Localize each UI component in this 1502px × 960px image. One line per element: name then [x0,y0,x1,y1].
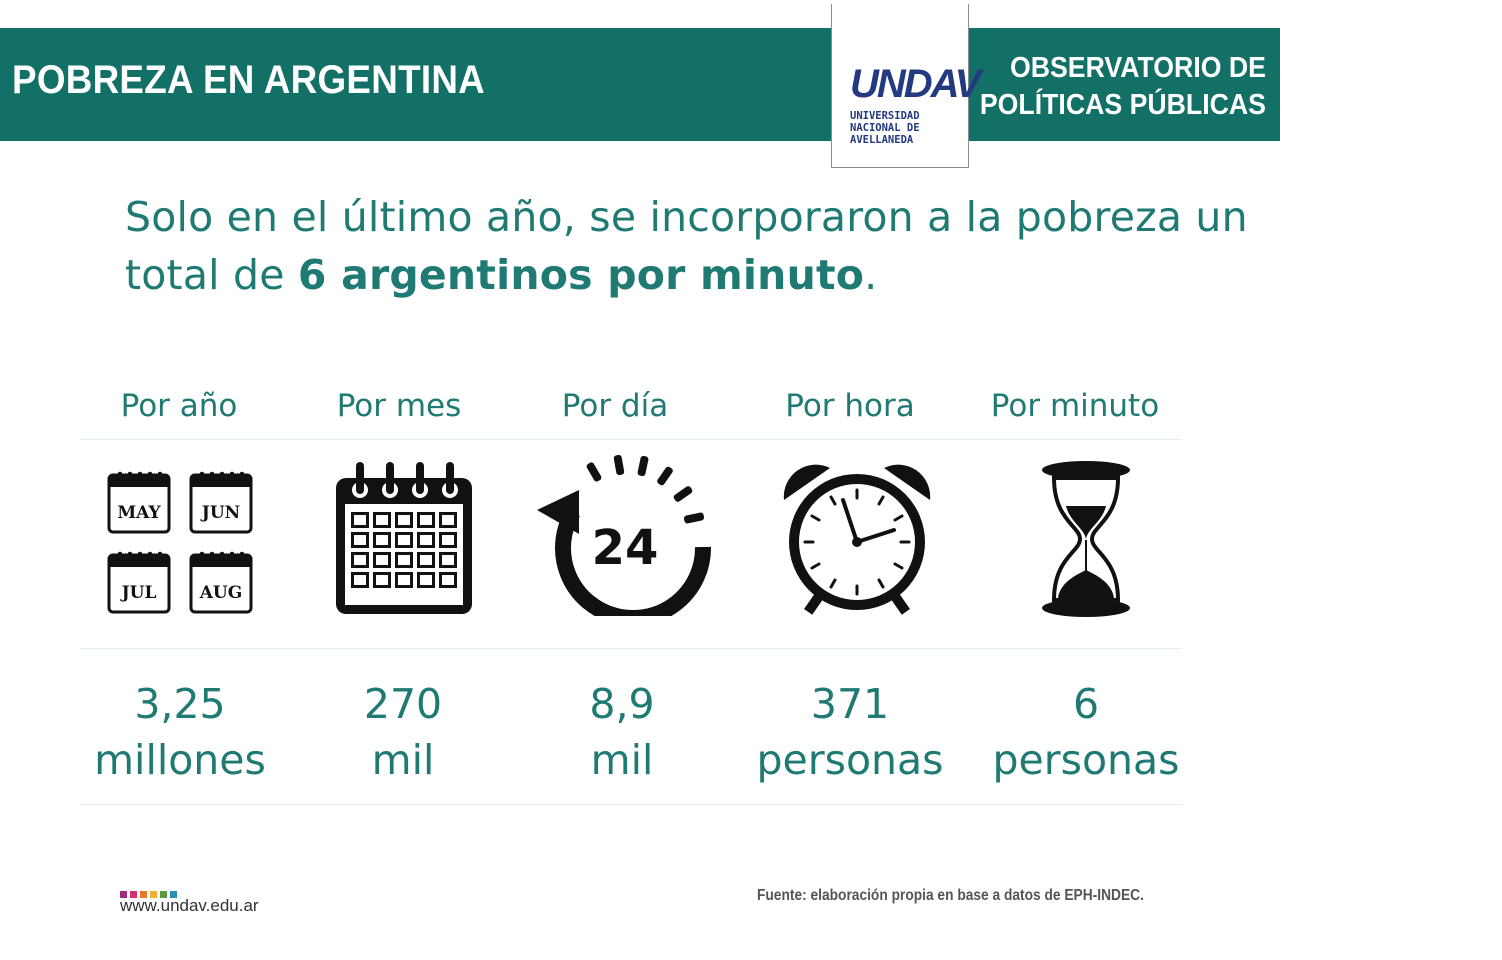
divider-bottom [80,804,1182,805]
value-number: 371 [810,680,890,728]
value-number: 3,25 [134,680,226,728]
value-number: 270 [363,680,443,728]
divider-top [80,439,1182,440]
observatory-line-2: POLÍTICAS PÚBLICAS [979,89,1266,121]
logo-line-2: NACIONAL DE [850,122,920,134]
value-unit: millones [94,736,266,784]
calendar-icon [336,462,472,614]
headline-text: Solo en el último año, se incorporaron a… [125,193,1248,299]
alarm-clock-icon [783,464,931,615]
calendar-may: MAY [107,471,171,534]
headline-emphasis: 6 argentinos por minuto [297,251,865,299]
month-jun: JUN [200,503,240,523]
value-unit: personas [992,736,1180,784]
value-por-ano: 3,25 millones [60,676,300,788]
headline-period: . [864,251,878,299]
calendar-aug: AUG [189,551,253,614]
logo-line-3: AVELLANEDA [850,134,914,146]
website-link[interactable]: www.undav.edu.ar [120,896,259,915]
color-dot [150,891,157,898]
logo-subtitle: UNIVERSIDAD NACIONAL DE AVELLANEDA [850,110,960,146]
headline: Solo en el último año, se incorporaron a… [125,188,1265,304]
value-unit: mil [371,736,435,784]
logo-line-1: UNIVERSIDAD [850,110,920,122]
hours-label: 24 [592,520,659,576]
24-hours-icon: 24 [537,454,712,616]
value-number: 8,9 [589,680,655,728]
monthly-calendars-icon: MAY JUN JUL AUG [107,471,253,614]
label-por-minuto: Por minuto [990,388,1160,424]
undav-logo: UNDAV UNIVERSIDAD NACIONAL DE AVELLANEDA [831,4,981,168]
month-jul: JUL [120,583,157,603]
color-dot [170,891,177,898]
divider-middle [80,648,1182,649]
value-unit: mil [590,736,654,784]
label-por-mes: Por mes [336,388,462,424]
brand-color-dots [120,883,180,902]
color-dot [140,891,147,898]
header-band [0,28,1280,141]
label-por-ano: Por año [120,388,238,424]
value-por-mes: 270 mil [283,676,523,788]
value-unit: personas [756,736,944,784]
page-title: POBREZA EN ARGENTINA [12,58,486,102]
color-dot [130,891,137,898]
calendar-jun: JUN [189,471,253,534]
observatory-title: OBSERVATORIO DE POLÍTICAS PÚBLICAS [980,50,1266,124]
month-may: MAY [117,503,161,523]
color-dot [120,891,127,898]
source-note: Fuente: elaboración propia en base a dat… [757,887,1144,904]
hourglass-icon [1042,461,1130,617]
label-por-hora: Por hora [785,388,915,424]
logo-mark: UNDAV [850,62,981,106]
value-por-hora: 371 personas [730,676,970,788]
observatory-line-1: OBSERVATORIO DE [1010,52,1266,84]
month-aug: AUG [199,583,243,603]
color-dot [160,891,167,898]
value-por-dia: 8,9 mil [502,676,742,788]
value-por-minuto: 6 personas [966,676,1206,788]
label-por-dia: Por día [561,388,669,424]
calendar-jul: JUL [107,551,171,614]
value-number: 6 [1072,680,1100,728]
